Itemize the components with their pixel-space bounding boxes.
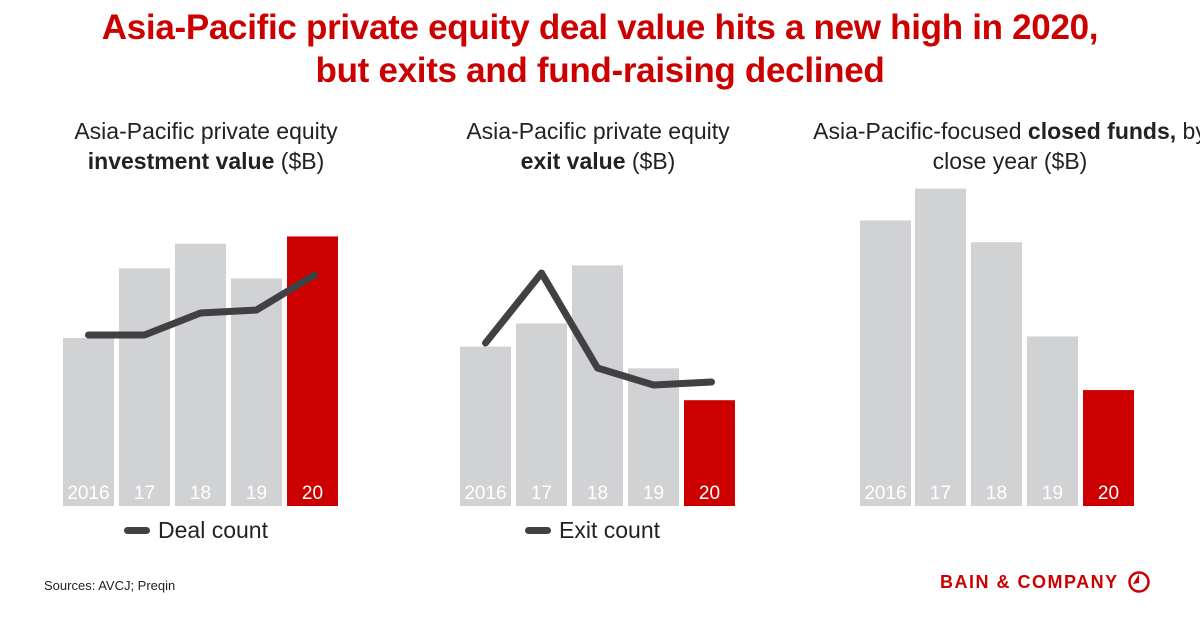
chart-3-title: Asia-Pacific-focused closed funds, by cl… xyxy=(795,116,1200,176)
legend-label-exit-count: Exit count xyxy=(559,517,660,543)
chart-1-tick-label: 20 xyxy=(302,483,323,504)
chart-1-line-deal-count xyxy=(85,271,318,339)
legend-label-deal-count: Deal count xyxy=(158,517,268,543)
chart-2-title-bold: exit value xyxy=(520,148,626,174)
logo-text: BAIN & COMPANY xyxy=(940,571,1119,592)
chart-2-line-exit-count xyxy=(482,269,715,389)
chart-2-tick-label: 18 xyxy=(587,483,608,504)
chart-2-title-line1: Asia-Pacific private equity xyxy=(466,118,730,144)
chart-3-tick-label: 19 xyxy=(1042,483,1063,504)
chart-1-bar-2016 xyxy=(63,337,114,506)
logo-mark-icon xyxy=(1127,571,1150,593)
chart-1-bar-18 xyxy=(175,243,226,506)
chart-2-bar-17 xyxy=(516,323,567,506)
chart-3-bar-19 xyxy=(1027,336,1078,506)
chart-3-tick-label: 2016 xyxy=(864,483,906,504)
chart-2-tick-label: 17 xyxy=(531,483,552,504)
chart-2-tick-label: 2016 xyxy=(464,483,506,504)
legend-line-swatch xyxy=(525,527,551,534)
chart-3-bar-18 xyxy=(971,242,1022,507)
chart-3-tick-label: 18 xyxy=(986,483,1007,504)
chart-3-tick-label: 20 xyxy=(1098,483,1119,504)
chart-1-title: Asia-Pacific private equity investment v… xyxy=(6,116,406,176)
bain-logo: BAIN & COMPANY xyxy=(940,570,1151,594)
chart-3-title-bold: closed funds, xyxy=(1027,118,1177,144)
chart-1-bar-19 xyxy=(231,278,282,506)
chart-2-tick-label: 20 xyxy=(699,483,720,504)
chart-1-tick-label: 19 xyxy=(246,483,267,504)
chart-3-bar-2016 xyxy=(860,220,911,507)
chart-1-tick-label: 2016 xyxy=(67,483,109,504)
chart-3-title-line1: Asia-Pacific-focused xyxy=(813,118,1028,144)
chart-2-bar-2016 xyxy=(460,346,511,506)
chart-2-legend: Exit count xyxy=(525,517,660,544)
chart-3-bar-17 xyxy=(915,188,966,506)
chart-1-title-line1: Asia-Pacific private equity xyxy=(74,118,338,144)
chart-1-bar-17 xyxy=(119,268,170,506)
page-title: Asia-Pacific private equity deal value h… xyxy=(0,6,1200,92)
legend-line-swatch xyxy=(124,527,150,534)
chart-2-title: Asia-Pacific private equity exit value (… xyxy=(398,116,798,176)
chart-3-bar-20 xyxy=(1083,390,1134,506)
chart-2-bar-19 xyxy=(628,368,679,506)
chart-2-tick-label: 19 xyxy=(643,483,664,504)
chart-2-title-unit: ($B) xyxy=(625,148,676,174)
chart-1-title-bold: investment value xyxy=(87,148,275,174)
title-line-1: Asia-Pacific private equity deal value h… xyxy=(101,8,1099,47)
chart-1-tick-label: 18 xyxy=(190,483,211,504)
chart-1-bar-20 xyxy=(287,236,338,506)
chart-1-legend: Deal count xyxy=(124,517,268,544)
chart-2-bar-20 xyxy=(684,400,735,506)
source-note: Sources: AVCJ; Preqin xyxy=(44,578,176,593)
chart-3-tick-label: 17 xyxy=(930,483,951,504)
chart-3-title-unit: by close year ($B) xyxy=(932,118,1200,174)
title-line-2: but exits and fund-raising declined xyxy=(315,51,885,90)
chart-1-title-unit: ($B) xyxy=(274,148,325,174)
chart-2-bar-18 xyxy=(572,265,623,506)
chart-1-tick-label: 17 xyxy=(134,483,155,504)
